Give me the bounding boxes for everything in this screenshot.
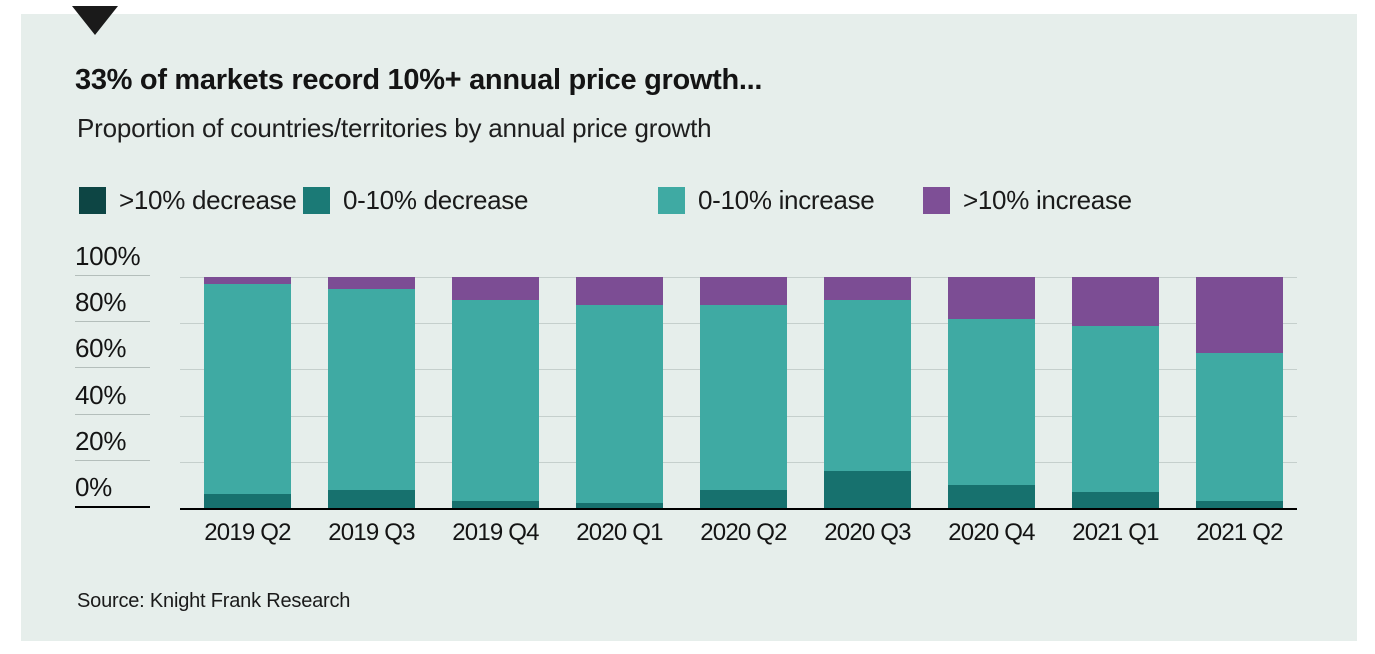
- x-tick-label: 2021 Q1: [1072, 519, 1159, 546]
- y-tick-label: 80%: [75, 287, 127, 318]
- stacked-bar-2020-q1: [576, 277, 663, 508]
- x-tick-label: 2019 Q2: [204, 519, 291, 546]
- legend-swatch-icon: [79, 187, 106, 214]
- bar-segment: [700, 304, 787, 490]
- x-tick-label: 2021 Q2: [1196, 519, 1283, 546]
- y-tick-line: [75, 413, 150, 415]
- bar-segment: [1072, 277, 1159, 326]
- legend-swatch-icon: [658, 187, 685, 214]
- y-tick-label: 40%: [75, 379, 127, 410]
- stacked-bar-2020-q2: [700, 277, 787, 508]
- x-tick-label: 2019 Q3: [328, 519, 415, 546]
- chart-title: 33% of markets record 10%+ annual price …: [75, 64, 763, 96]
- legend-swatch-icon: [923, 187, 950, 214]
- bar-segment: [824, 471, 911, 508]
- x-tick-label: 2020 Q3: [824, 519, 911, 546]
- x-tick-label: 2020 Q1: [576, 519, 663, 546]
- bar-segment: [700, 277, 787, 305]
- bar-segment: [1196, 501, 1283, 508]
- y-tick-label: 20%: [75, 425, 127, 456]
- bar-segment: [948, 318, 1035, 485]
- bar-segment: [1196, 353, 1283, 502]
- x-tick-label: 2020 Q4: [948, 519, 1035, 546]
- plot-area: [180, 277, 1297, 510]
- y-tick-line: [75, 506, 150, 508]
- y-tick-label: 100%: [75, 241, 141, 271]
- bar-segment: [452, 501, 539, 508]
- y-tick: 80%: [75, 287, 150, 323]
- stacked-bar-2020-q3: [824, 277, 911, 508]
- stacked-bar-2020-q4: [948, 277, 1035, 508]
- y-tick-label: 60%: [75, 333, 127, 364]
- x-axis-line: [180, 508, 1297, 510]
- bar-segment: [1072, 325, 1159, 492]
- bar-segment: [204, 494, 291, 508]
- y-tick-line: [75, 459, 150, 461]
- bar-segment: [1072, 491, 1159, 508]
- x-tick-label: 2020 Q2: [700, 519, 787, 546]
- stacked-bar-2021-q2: [1196, 277, 1283, 508]
- bar-segment: [328, 489, 415, 508]
- legend-item: >10% decrease: [79, 185, 297, 216]
- bar-segment: [824, 277, 911, 301]
- bar-segment: [204, 283, 291, 495]
- down-triangle-icon: [72, 6, 118, 35]
- y-tick: 100%: [75, 243, 150, 276]
- chart-legend: >10% decrease 0-10% decrease 0-10% increas…: [21, 185, 1357, 215]
- bar-segment: [700, 489, 787, 508]
- stacked-bar-2019-q3: [328, 277, 415, 508]
- y-tick: 0%: [75, 474, 150, 508]
- y-tick-label: 0%: [75, 472, 112, 502]
- chart-subtitle: Proportion of countries/territories by a…: [77, 113, 712, 143]
- stacked-bar-2019-q2: [204, 277, 291, 508]
- bar-segment: [328, 288, 415, 490]
- bar-segment: [452, 277, 539, 301]
- legend-label: >10% increase: [963, 185, 1132, 215]
- legend-item: >10% increase: [923, 185, 1132, 216]
- y-tick: 40%: [75, 382, 150, 415]
- bar-segment: [948, 484, 1035, 508]
- bar-segment: [576, 304, 663, 504]
- bar-segment: [328, 277, 415, 289]
- bar-segment: [576, 277, 663, 305]
- x-tick-label: 2019 Q4: [452, 519, 539, 546]
- legend-label: 0-10% increase: [698, 185, 875, 215]
- stacked-bar-2019-q4: [452, 277, 539, 508]
- y-tick-line: [75, 367, 150, 369]
- bar-segment: [824, 300, 911, 472]
- legend-label: 0-10% decrease: [343, 185, 529, 215]
- bar-segment: [1196, 277, 1283, 354]
- y-tick: 60%: [75, 333, 150, 369]
- bar-segment: [204, 277, 291, 284]
- legend-swatch-icon: [303, 187, 330, 214]
- stacked-bar-2021-q1: [1072, 277, 1159, 508]
- legend-item: 0-10% increase: [658, 185, 875, 216]
- legend-item: 0-10% decrease: [303, 185, 528, 216]
- y-tick-line: [75, 275, 150, 276]
- chart-panel: 33% of markets record 10%+ annual price …: [21, 6, 1357, 641]
- legend-label: >10% decrease: [119, 185, 297, 215]
- y-tick: 20%: [75, 428, 150, 461]
- source-note: Source: Knight Frank Research: [77, 590, 351, 612]
- bar-segment: [948, 277, 1035, 319]
- bar-segment: [452, 300, 539, 502]
- y-tick-line: [75, 321, 150, 323]
- bar-segment: [576, 503, 663, 508]
